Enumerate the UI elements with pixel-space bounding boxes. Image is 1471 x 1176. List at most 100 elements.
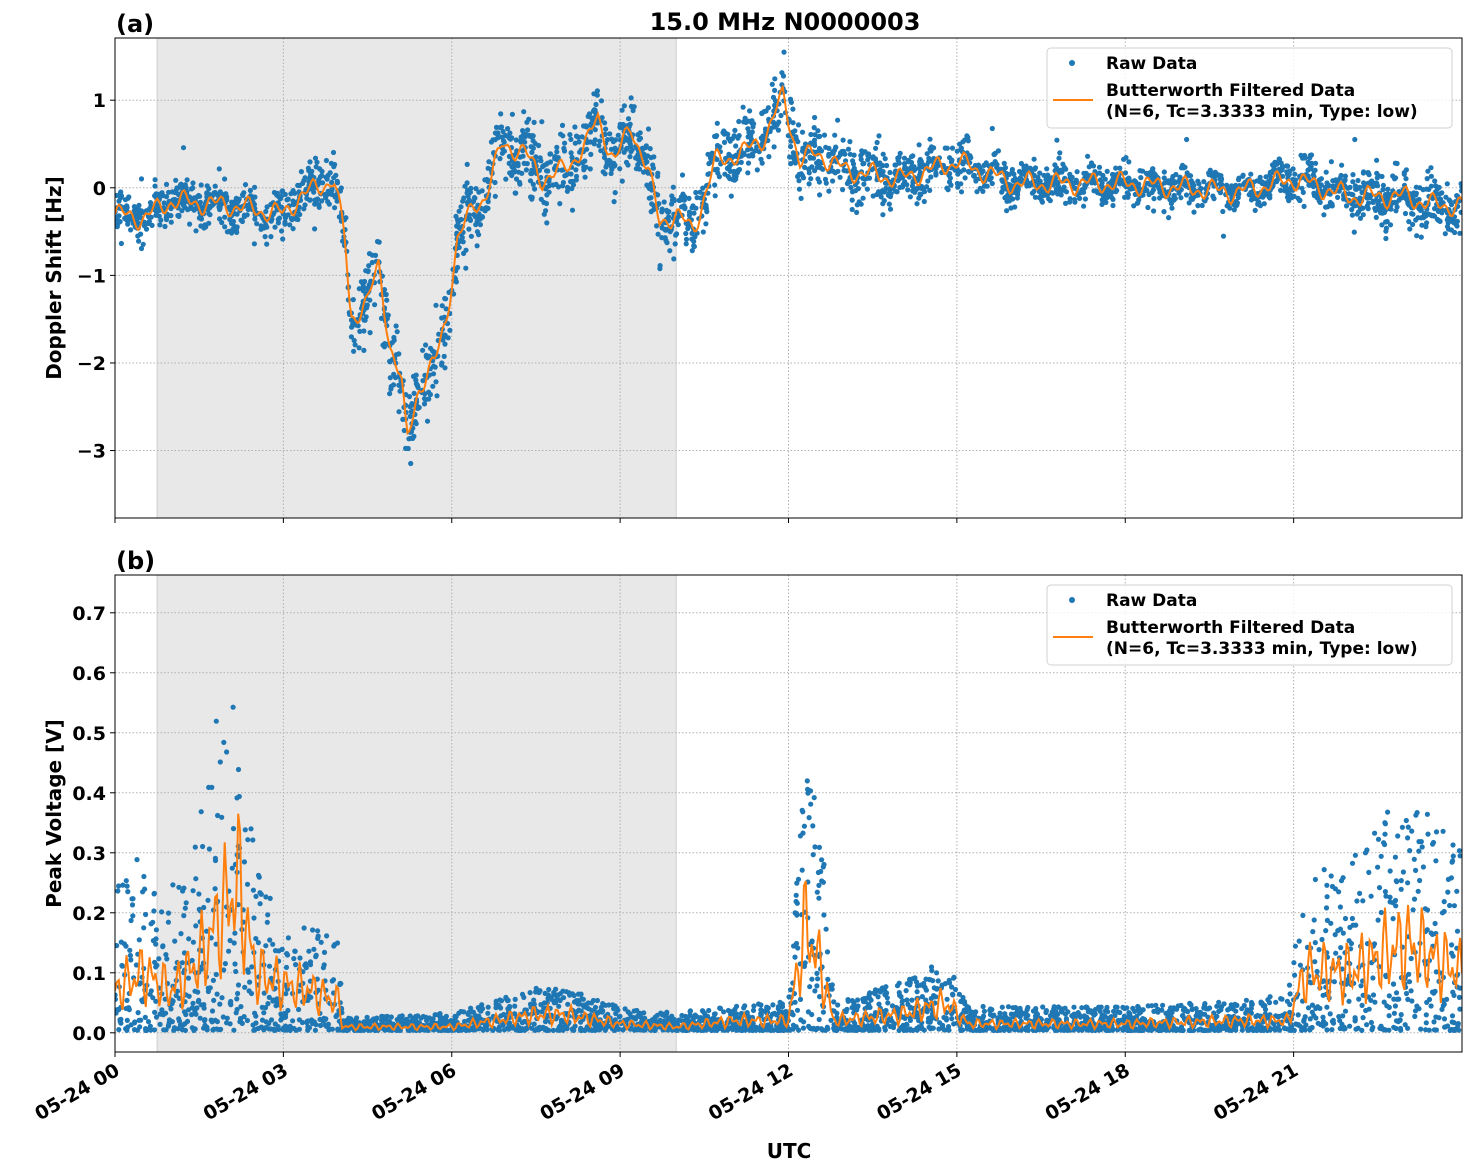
raw-data-point [1395, 833, 1400, 838]
raw-data-point [243, 182, 248, 187]
raw-data-point [468, 186, 473, 191]
raw-data-point [713, 193, 718, 198]
raw-data-point [917, 159, 922, 164]
raw-data-point [1317, 177, 1322, 182]
raw-data-point [1107, 191, 1112, 196]
raw-data-point [1445, 181, 1450, 186]
raw-data-point [1277, 156, 1282, 161]
raw-data-point [667, 248, 672, 253]
raw-data-point [187, 222, 192, 227]
raw-data-point [895, 983, 900, 988]
raw-data-point [1179, 165, 1184, 170]
raw-data-point [292, 949, 297, 954]
raw-data-point [1354, 898, 1359, 903]
raw-data-point [365, 1015, 370, 1020]
raw-data-point [882, 1025, 887, 1030]
raw-data-point [762, 109, 767, 114]
raw-data-point [524, 167, 529, 172]
raw-data-point [166, 190, 171, 195]
raw-data-point [755, 167, 760, 172]
raw-data-point [1445, 224, 1450, 229]
raw-data-point [532, 186, 537, 191]
raw-data-point [153, 936, 158, 941]
raw-data-point [957, 142, 962, 147]
raw-data-point [1082, 185, 1087, 190]
raw-data-point [1008, 205, 1013, 210]
raw-data-point [327, 202, 332, 207]
raw-data-point [335, 179, 340, 184]
raw-data-point [207, 212, 212, 217]
raw-data-point [1288, 991, 1293, 996]
raw-data-point [562, 148, 567, 153]
raw-data-point [1343, 1009, 1348, 1014]
raw-data-point [745, 170, 750, 175]
raw-data-point [926, 160, 931, 165]
raw-data-point [1400, 825, 1405, 830]
raw-data-point [361, 348, 366, 353]
raw-data-point [649, 201, 654, 206]
raw-data-point [428, 346, 433, 351]
raw-data-point [927, 137, 932, 142]
raw-data-point [988, 1006, 993, 1011]
raw-data-point [420, 348, 425, 353]
raw-data-point [628, 149, 633, 154]
raw-data-point [690, 248, 695, 253]
raw-data-point [1058, 189, 1063, 194]
y-tick-label: −2 [77, 353, 106, 375]
raw-data-point [810, 938, 815, 943]
raw-data-point [1394, 201, 1399, 206]
raw-data-point [1218, 1007, 1223, 1012]
raw-data-point [682, 205, 687, 210]
raw-data-point [597, 139, 602, 144]
raw-data-point [554, 149, 559, 154]
raw-data-point [1380, 211, 1385, 216]
raw-data-point [1233, 203, 1238, 208]
raw-data-point [1452, 230, 1457, 235]
raw-data-point [461, 195, 466, 200]
raw-data-point [850, 198, 855, 203]
raw-data-point [807, 181, 812, 186]
raw-data-point [410, 436, 415, 441]
raw-data-point [1201, 179, 1206, 184]
raw-data-point [494, 999, 499, 1004]
raw-data-point [1374, 171, 1379, 176]
raw-data-point [544, 192, 549, 197]
raw-data-point [1111, 1009, 1116, 1014]
raw-data-point [1450, 842, 1455, 847]
raw-data-point [193, 876, 198, 881]
raw-data-point [799, 196, 804, 201]
raw-data-point [1339, 163, 1344, 168]
raw-data-point [669, 193, 674, 198]
raw-data-point [722, 140, 727, 145]
raw-data-point [570, 208, 575, 213]
raw-data-point [794, 881, 799, 886]
raw-data-point [947, 155, 952, 160]
raw-data-point [690, 205, 695, 210]
raw-data-point [1399, 878, 1404, 883]
raw-data-point [382, 341, 387, 346]
raw-data-point [845, 181, 850, 186]
raw-data-point [513, 997, 518, 1002]
raw-data-point [1123, 170, 1128, 175]
raw-data-point [1296, 196, 1301, 201]
raw-data-point [821, 912, 826, 917]
raw-data-point [1356, 997, 1361, 1002]
raw-data-point [482, 177, 487, 182]
raw-data-point [888, 194, 893, 199]
raw-data-point [830, 178, 835, 183]
raw-data-point [786, 994, 791, 999]
raw-data-point [1418, 1027, 1423, 1032]
raw-data-point [945, 146, 950, 151]
raw-data-point [1413, 217, 1418, 222]
raw-data-point [502, 149, 507, 154]
raw-data-point [772, 88, 777, 93]
raw-data-point [1421, 864, 1426, 869]
raw-data-point [222, 176, 227, 181]
raw-data-point [493, 194, 498, 199]
raw-data-point [1431, 213, 1436, 218]
raw-data-point [1242, 1003, 1247, 1008]
raw-data-point [714, 133, 719, 138]
raw-data-point [810, 823, 815, 828]
raw-data-point [1451, 854, 1456, 859]
raw-data-point [291, 198, 296, 203]
